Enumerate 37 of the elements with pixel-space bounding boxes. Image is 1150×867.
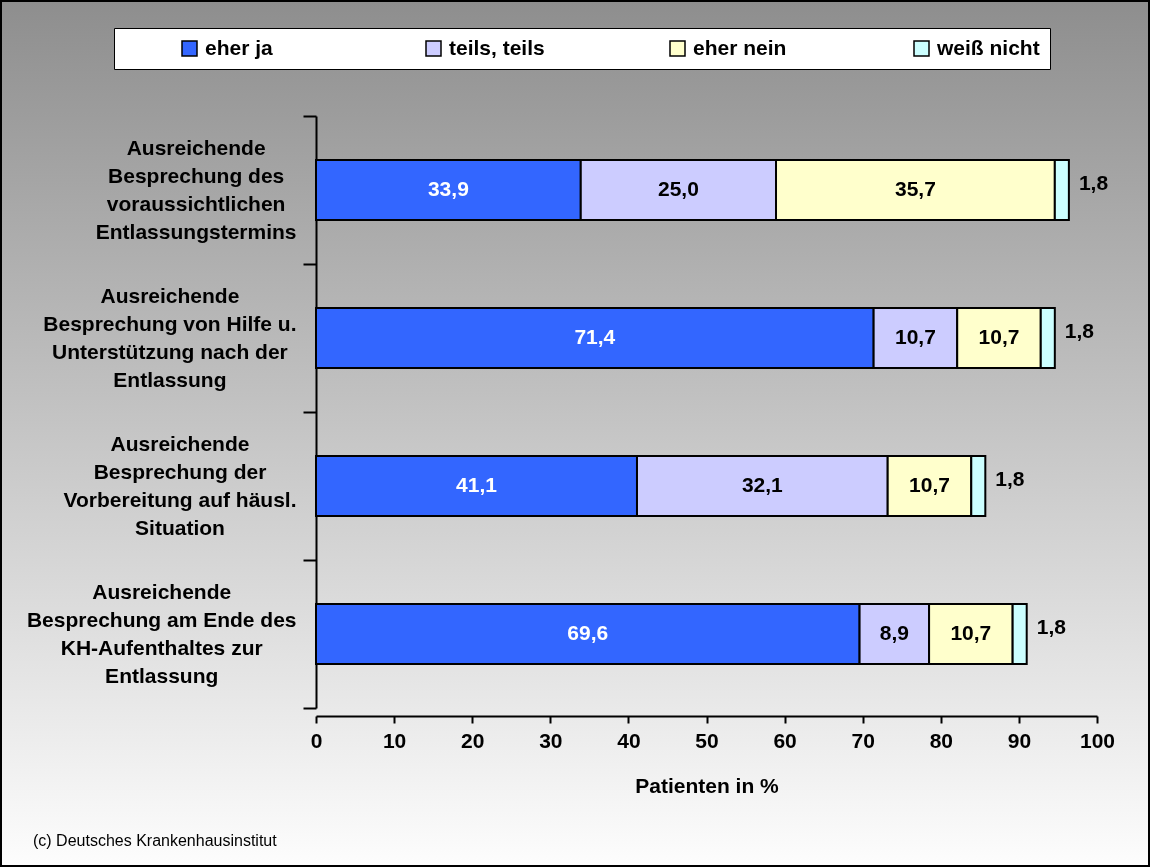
x-tick-label: 10 (382, 728, 407, 752)
legend-label: weiß nicht (936, 35, 1040, 59)
data-label: 1,8 (995, 467, 1025, 490)
y-tick-label: Ausreichende Besprechung des voraussichtlichen Entlassungstermins (95, 135, 297, 243)
text: (c) Deutsches Krankenhausinstitut (33, 832, 277, 850)
data-label: 10,7 (909, 473, 950, 496)
x-tick-label: 40 (617, 728, 641, 752)
legend-label: eher nein (693, 35, 787, 59)
data-label: 32,1 (741, 473, 784, 496)
x-tick-label: 100 (1079, 728, 1116, 752)
y-tick-label: Ausreichende Besprechung der Vorbereitung auf häusl. Situation (63, 431, 297, 539)
data-label: 41,1 (456, 473, 498, 496)
x-tick-label: 90 (1007, 728, 1032, 752)
data-label: 8,9 (879, 621, 909, 644)
data-label: 1,8 (1064, 319, 1095, 342)
data-label: 71,4 (574, 325, 616, 348)
x-tick-label: 80 (929, 728, 953, 752)
data-label: 35,7 (894, 177, 936, 200)
y-tick-label: Ausreichende Besprechung am Ende des KH-Aufenthaltes zur Entlassung (26, 579, 297, 687)
x-tick-label: 50 (695, 728, 719, 752)
x-tick-label: 60 (773, 728, 797, 752)
x-tick-label: 20 (461, 728, 485, 752)
x-tick-label: 70 (851, 728, 875, 752)
x-tick-label: 0 (310, 728, 323, 752)
data-label: 69,6 (567, 621, 609, 644)
legend-label: eher ja (205, 35, 274, 59)
data-label: 25,0 (657, 177, 699, 200)
x-axis-title: Patienten in % (635, 773, 780, 797)
y-tick-label: Ausreichende Besprechung von Hilfe u. Unterstützung nach der Entlassung (43, 283, 297, 391)
x-tick-label: 30 (539, 728, 563, 752)
data-label: 10,7 (894, 325, 936, 348)
data-label: 10,7 (978, 325, 1020, 348)
data-label: 1,8 (1078, 171, 1109, 194)
data-label: 1,8 (1036, 615, 1067, 638)
data-label: 33,9 (427, 177, 469, 200)
legend-label: teils, teils (449, 35, 545, 59)
data-label: 10,7 (950, 621, 992, 644)
